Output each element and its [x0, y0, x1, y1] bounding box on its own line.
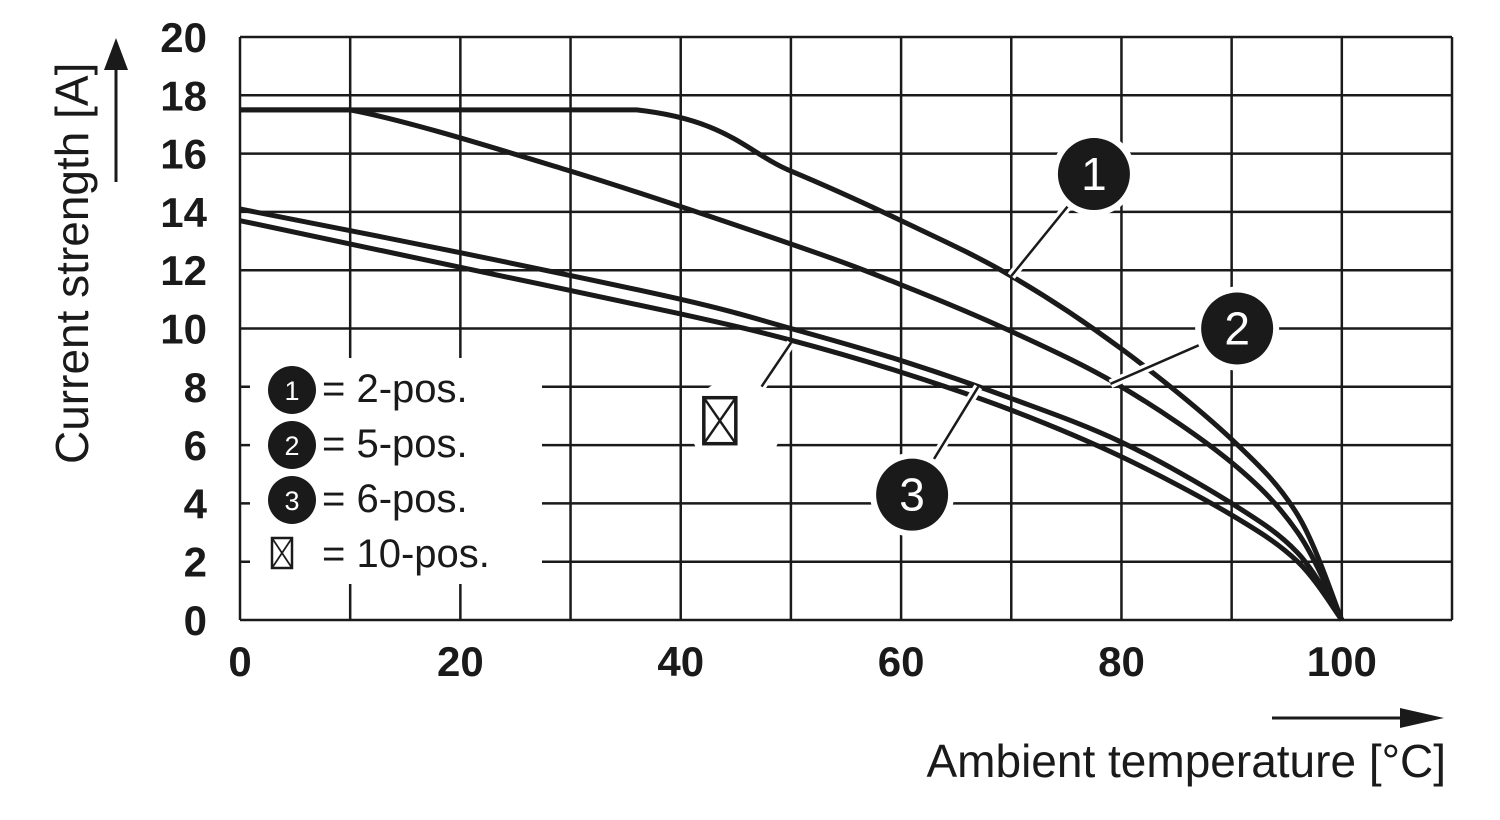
grid	[238, 35, 1454, 622]
y-tick-label: 14	[160, 189, 207, 236]
x-axis-label: Ambient temperature [°C]	[927, 735, 1447, 787]
legend-item: 1 = 2-pos.	[268, 366, 468, 414]
y-axis-label-group: Current strength [A]	[46, 38, 128, 464]
ten-pos-icon	[702, 396, 737, 445]
legend-label: = 6-pos.	[322, 477, 468, 521]
legend-badge	[268, 366, 316, 414]
y-tick-label: 20	[160, 14, 207, 61]
legend-badge-label: 1	[284, 376, 299, 406]
legend-item: 3 = 6-pos.	[268, 476, 468, 524]
legend-label: = 5-pos.	[322, 422, 468, 466]
legend-label: = 10-pos.	[322, 532, 490, 576]
series-line-4	[239, 218, 1344, 622]
callout-badge	[1201, 292, 1274, 365]
legend-label: = 2-pos.	[322, 367, 468, 411]
y-tick-label: 18	[160, 72, 207, 119]
ten-pos-icon	[271, 537, 293, 569]
y-tick-label: 2	[184, 539, 207, 586]
y-axis-arrowhead-icon	[104, 38, 128, 70]
x-tick-label: 80	[1098, 638, 1145, 685]
y-tick-label: 10	[160, 306, 207, 353]
y-tick-label: 6	[184, 422, 207, 469]
series-curves	[239, 107, 1345, 622]
callout-badge	[876, 458, 949, 531]
x-axis-arrowhead-icon	[1400, 708, 1444, 728]
y-tick-label: 4	[184, 480, 208, 527]
legend-badge	[268, 421, 316, 469]
legend-badge-label: 3	[284, 486, 299, 516]
y-tick-label: 12	[160, 247, 207, 294]
callout-leader-line	[927, 386, 980, 469]
x-tick-label: 0	[228, 638, 251, 685]
legend: 1 = 2-pos. 2 = 5-pos. 3 = 6-pos. = 10-pos.	[250, 358, 542, 584]
callout-label: 3	[899, 469, 925, 521]
series-line-2	[240, 107, 1345, 622]
x-axis-label-group: Ambient temperature [°C]	[927, 708, 1447, 787]
callout-3: 3	[870, 384, 983, 537]
x-tick-label: 40	[657, 638, 704, 685]
callout-leader-line	[1109, 340, 1209, 386]
legend-badge-label: 2	[284, 431, 299, 461]
callout-2: 2	[1108, 286, 1280, 389]
y-axis-label: Current strength [A]	[46, 63, 98, 464]
legend-item: = 10-pos.	[270, 532, 490, 576]
y-tick-label: 0	[184, 597, 207, 644]
y-tick-label: 16	[160, 131, 207, 178]
callout-label: 1	[1081, 148, 1107, 200]
callouts: 1 2 3	[689, 132, 1280, 537]
callout-1: 1	[1007, 132, 1136, 279]
legend-item: 2 = 5-pos.	[268, 421, 468, 469]
y-tick-label: 8	[184, 364, 207, 411]
callout-leader-line	[1010, 198, 1075, 277]
series-line-1	[240, 107, 1345, 621]
legend-badge	[268, 476, 316, 524]
series-line-3	[239, 206, 1344, 622]
x-tick-label: 60	[878, 638, 925, 685]
x-tick-label: 100	[1307, 638, 1377, 685]
callout-label: 2	[1224, 303, 1250, 355]
callout-badge	[1057, 138, 1130, 211]
x-tick-label: 20	[437, 638, 484, 685]
callout-4	[689, 340, 795, 471]
